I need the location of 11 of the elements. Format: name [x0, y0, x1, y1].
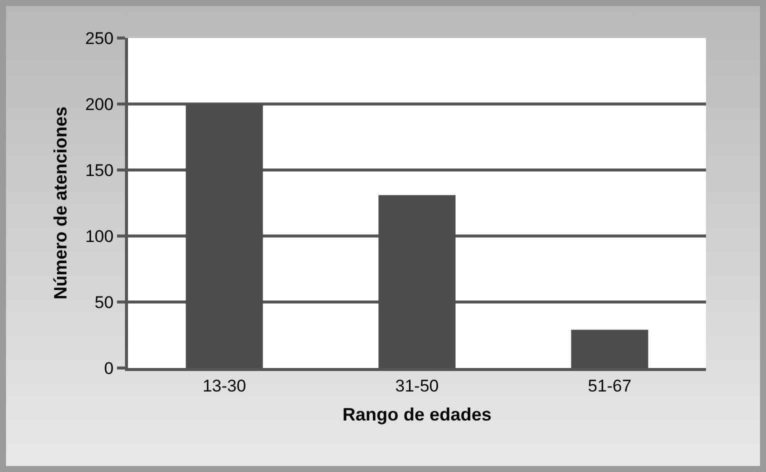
- y-tick-label: 100: [85, 226, 114, 246]
- y-tick-label: 250: [85, 28, 114, 48]
- x-tick-label: 51-67: [588, 376, 632, 396]
- x-tick-label: 13-30: [202, 376, 246, 396]
- y-tick-label: 150: [85, 160, 114, 180]
- y-tick-label: 0: [104, 358, 114, 378]
- y-axis-title: Número de atenciones: [50, 106, 70, 300]
- y-tick-label: 200: [85, 94, 114, 114]
- x-axis-title: Rango de edades: [342, 404, 492, 424]
- x-tick-label: 31-50: [395, 376, 439, 396]
- y-tick-label: 50: [94, 292, 114, 312]
